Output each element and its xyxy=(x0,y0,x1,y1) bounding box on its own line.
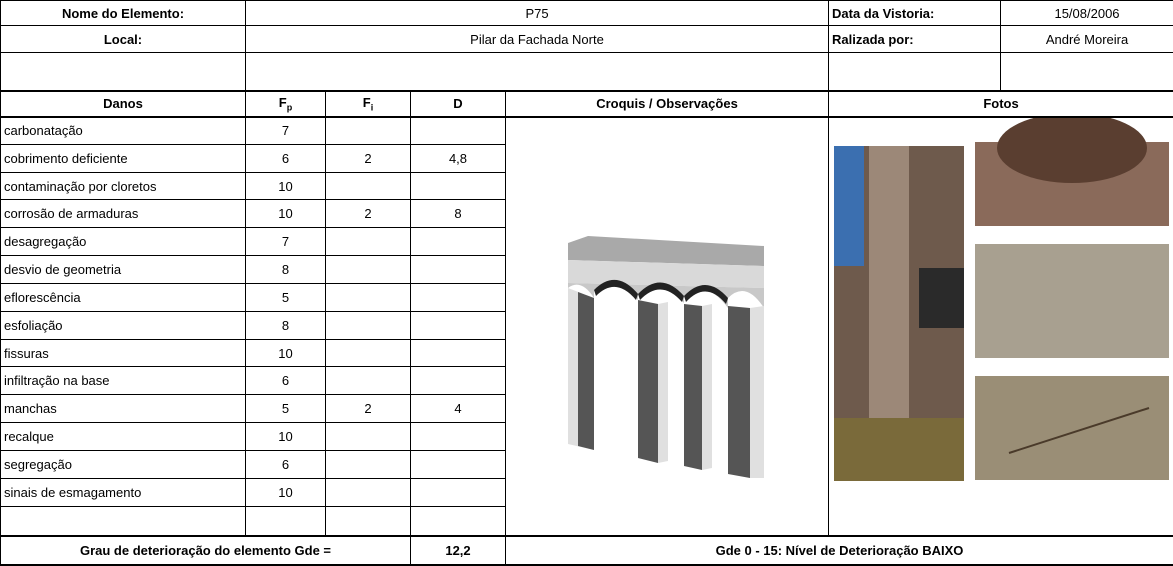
cell xyxy=(326,117,411,145)
cell xyxy=(1,506,246,535)
cell xyxy=(411,339,506,367)
cell xyxy=(829,117,1173,536)
cell: corrosão de armaduras xyxy=(1,200,246,228)
value: P75 xyxy=(246,1,829,26)
cell: 2 xyxy=(326,395,411,423)
cell: carbonatação xyxy=(1,117,246,145)
cell: 4 xyxy=(411,395,506,423)
cell xyxy=(506,117,829,536)
letter: F xyxy=(363,95,371,110)
cell: manchas xyxy=(1,395,246,423)
cell: 7 xyxy=(246,117,326,145)
label: Nome do Elemento: xyxy=(1,1,246,26)
cell: 6 xyxy=(246,367,326,395)
value: 15/08/2006 xyxy=(1001,1,1173,26)
cell xyxy=(411,450,506,478)
cell: 6 xyxy=(246,144,326,172)
cell: 10 xyxy=(246,200,326,228)
cell: 8 xyxy=(246,256,326,284)
cell xyxy=(326,283,411,311)
cell: desvio de geometria xyxy=(1,256,246,284)
cell: Grau de deterioração do elemento Gde = xyxy=(1,536,411,565)
label: Local: xyxy=(1,26,246,53)
cell: eflorescência xyxy=(1,283,246,311)
cell: 2 xyxy=(326,144,411,172)
cell: 10 xyxy=(246,172,326,200)
cell xyxy=(411,311,506,339)
cell xyxy=(411,283,506,311)
cell xyxy=(411,172,506,200)
cell: 8 xyxy=(411,200,506,228)
cell xyxy=(246,506,326,535)
cell xyxy=(326,423,411,451)
sketch xyxy=(506,118,829,532)
cell xyxy=(326,478,411,506)
cell: 10 xyxy=(246,478,326,506)
cell: esfoliação xyxy=(1,311,246,339)
label: Ralizada por: xyxy=(829,26,1001,53)
cell: 5 xyxy=(246,283,326,311)
value: André Moreira xyxy=(1001,26,1173,53)
cell xyxy=(326,228,411,256)
cell: 12,2 xyxy=(411,536,506,565)
cell: desagregação xyxy=(1,228,246,256)
cell: recalque xyxy=(1,423,246,451)
col-header: Fp xyxy=(246,91,326,117)
label: Data da Vistoria: xyxy=(829,1,1001,26)
col-header: Croquis / Observações xyxy=(506,91,829,117)
cell: 6 xyxy=(246,450,326,478)
index: p xyxy=(287,102,293,112)
cell xyxy=(411,478,506,506)
cell xyxy=(326,311,411,339)
photos xyxy=(829,118,1173,532)
cell: 10 xyxy=(246,339,326,367)
cell: 8 xyxy=(246,311,326,339)
cell: cobrimento deficiente xyxy=(1,144,246,172)
cell xyxy=(326,172,411,200)
letter: F xyxy=(279,95,287,110)
index: i xyxy=(371,102,374,112)
col-header: Fi xyxy=(326,91,411,117)
cell: 10 xyxy=(246,423,326,451)
cell: fissuras xyxy=(1,339,246,367)
cell xyxy=(411,367,506,395)
cell: sinais de esmagamento xyxy=(1,478,246,506)
cell: 5 xyxy=(246,395,326,423)
cell: segregação xyxy=(1,450,246,478)
cell xyxy=(326,339,411,367)
value: Pilar da Fachada Norte xyxy=(246,26,829,53)
col-header: Danos xyxy=(1,91,246,117)
cell xyxy=(411,228,506,256)
cell xyxy=(411,506,506,535)
cell: 2 xyxy=(326,200,411,228)
col-header: D xyxy=(411,91,506,117)
cell: 7 xyxy=(246,228,326,256)
col-header: Fotos xyxy=(829,91,1173,117)
cell xyxy=(326,506,411,535)
cell xyxy=(411,256,506,284)
cell xyxy=(326,450,411,478)
cell: infiltração na base xyxy=(1,367,246,395)
cell xyxy=(326,256,411,284)
cell xyxy=(326,367,411,395)
cell: Gde 0 - 15: Nível de Deterioração BAIXO xyxy=(506,536,1173,565)
cell xyxy=(411,423,506,451)
cell: 4,8 xyxy=(411,144,506,172)
cell xyxy=(411,117,506,145)
cell: contaminação por cloretos xyxy=(1,172,246,200)
